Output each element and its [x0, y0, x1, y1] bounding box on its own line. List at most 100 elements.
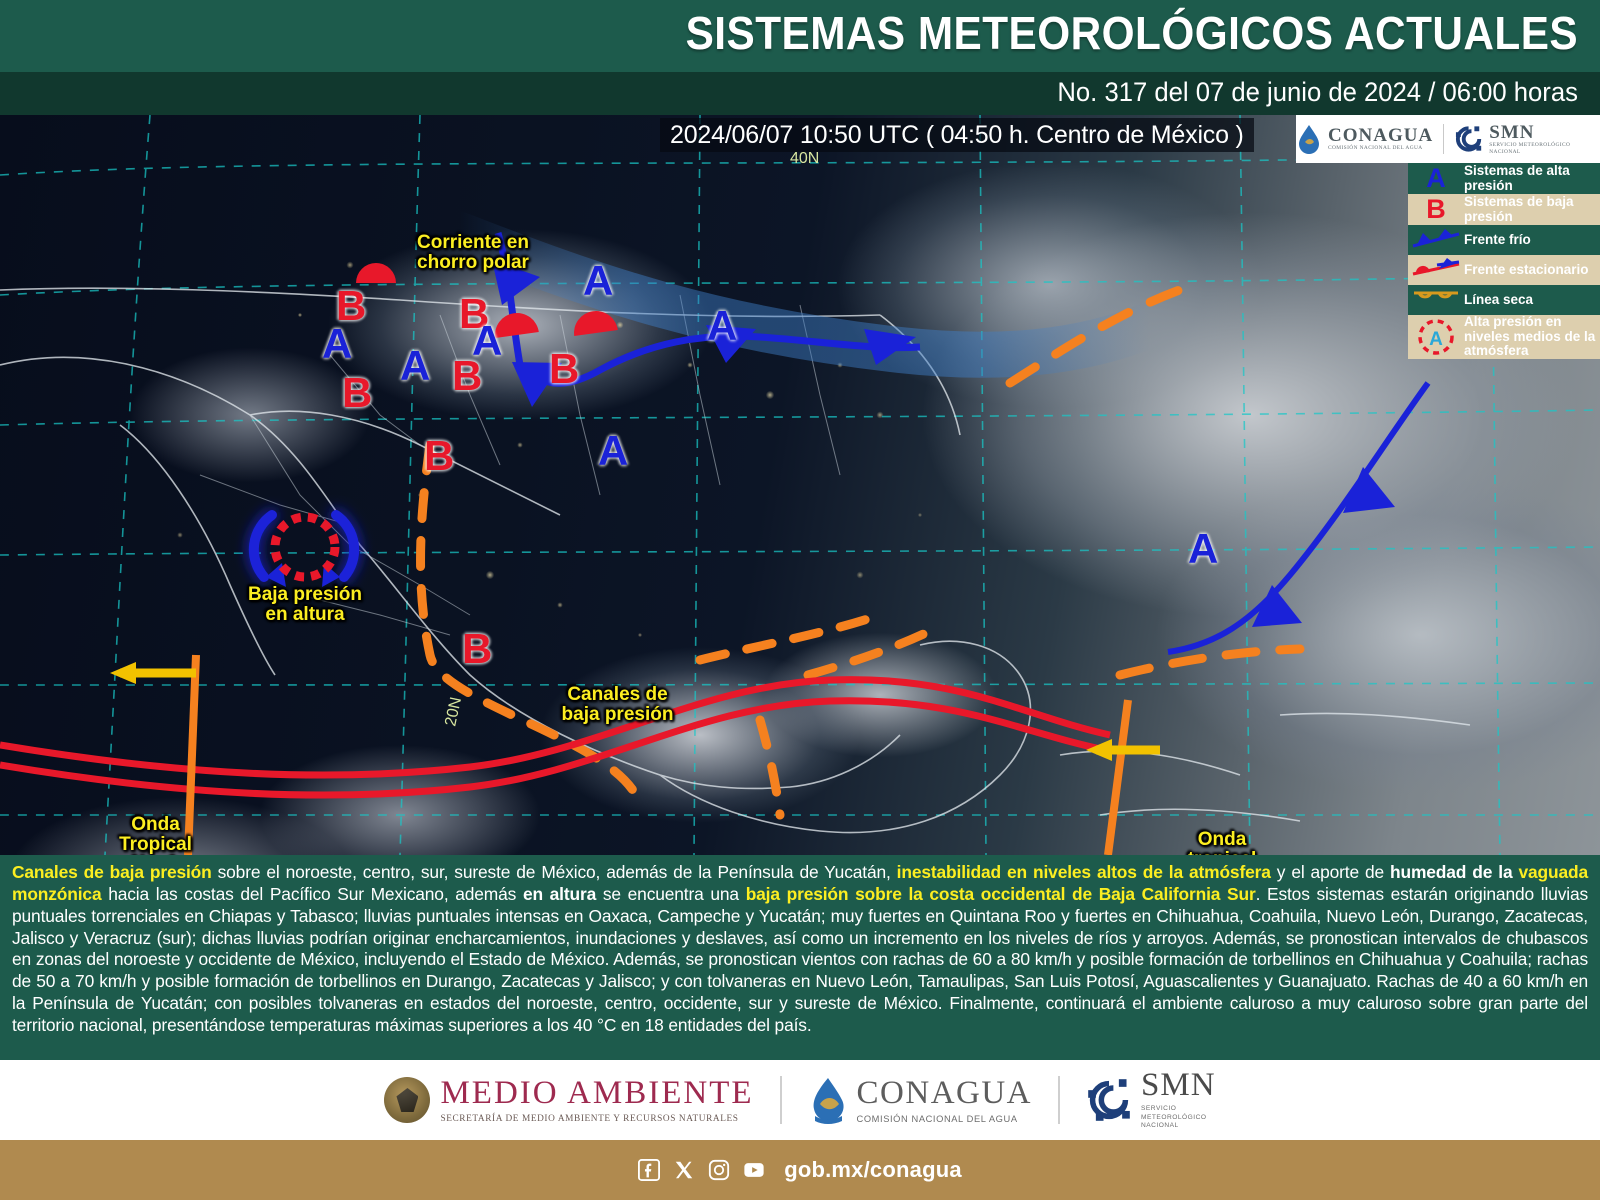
cold-front-barbs [492, 260, 916, 407]
footer-smn-subtitle: SERVICIO METEOROLÓGICO NACIONAL [1141, 1105, 1207, 1130]
high-pressure-marker: A [1188, 525, 1219, 572]
facebook-icon[interactable] [638, 1159, 661, 1181]
map-label-canales-de-baja-presion: Canales de baja presión [561, 684, 674, 725]
map-legend: A Sistemas de alta presión B Sistemas de… [1408, 163, 1600, 359]
legend-item-cold-front[interactable]: Frente frío [1408, 225, 1600, 255]
x-twitter-icon[interactable] [673, 1159, 695, 1181]
youtube-icon[interactable] [743, 1159, 765, 1181]
mexican-coat-of-arms-icon [384, 1077, 431, 1123]
forecast-text: . Estos sistemas estarán originando lluv… [12, 883, 1589, 1035]
forecast-text: sobre el noroeste, centro, sur, sureste … [211, 862, 897, 882]
water-drop-icon [1299, 125, 1319, 154]
forecast-text: se encuentra una [596, 883, 746, 904]
dry-line-symbol [1408, 289, 1464, 311]
atlantic-cold-front [1167, 381, 1431, 655]
tropical-wave-2 [1086, 699, 1160, 855]
low-pressure-marker: B [342, 369, 373, 416]
forecast-bold: en altura [522, 883, 597, 904]
high-pressure-marker: A [707, 302, 738, 349]
forecast-paragraph: Canales de baja presión sobre el noroest… [12, 862, 1588, 1037]
conagua-wordmark: CONAGUA COMISIÓN NACIONAL DEL AGUA [1328, 125, 1434, 152]
forecast-highlight: Canales de baja presión [12, 862, 212, 882]
smn-logo: SMN SERVICIO METEOROLÓGICO NACIONAL [1454, 123, 1600, 156]
footer-conagua-name: CONAGUA [856, 1074, 1033, 1111]
medio-ambiente-logo: MEDIO AMBIENTE SECRETARÍA DE MEDIO AMBIE… [384, 1074, 754, 1124]
dry-line-icon [1414, 291, 1458, 299]
high-pressure-marker: A [598, 427, 629, 474]
cold-front-icon [1412, 229, 1460, 248]
social-bar: gob.mx/conagua [0, 1140, 1600, 1200]
footer-conagua-subtitle: COMISIÓN NACIONAL DEL AGUA [856, 1113, 1018, 1124]
forecast-text-block: Canales de baja presión sobre el noroest… [0, 855, 1600, 1060]
mid-level-high-symbol: A [1408, 316, 1464, 358]
legend-item-high-pressure[interactable]: A Sistemas de alta presión [1408, 163, 1600, 194]
low-pressure-marker: B [424, 432, 455, 479]
coastlines [0, 287, 1471, 834]
upper-level-low-symbol [248, 510, 360, 587]
monsoon-trough [0, 676, 1111, 799]
logo-divider [1443, 124, 1445, 154]
map-label-corriente-chorro-polar: Corriente en chorro polar [417, 232, 529, 273]
low-pressure-marker: B [462, 625, 493, 672]
forecast-highlight: inestabilidad en niveles altos de la atm… [896, 862, 1271, 882]
header-subtitle-bar [0, 72, 1600, 115]
footer-smn-wordmark: SMN SERVICIO METEOROLÓGICO NACIONAL [1141, 1069, 1216, 1131]
forecast-highlight: baja presión sobre la costa occidental d… [745, 883, 1256, 904]
forecast-text: hacia las costas del Pacífico Sur Mexica… [101, 883, 523, 904]
legend-label-low-pressure: Sistemas de baja presión [1464, 193, 1574, 224]
high-pressure-marker: A [472, 317, 503, 364]
tropical-wave-1 [110, 654, 200, 855]
low-pressure-marker: B [452, 352, 483, 399]
footer-conagua-logo: CONAGUA COMISIÓN NACIONAL DEL AGUA [808, 1076, 1033, 1124]
low-pressure-marker: B [549, 345, 580, 392]
map-timestamp-text: 2024/06/07 10:50 UTC ( 04:50 h. Centro d… [670, 120, 1244, 149]
legend-label-cold-front: Frente frío [1464, 231, 1531, 247]
map-overlay-svg: 40N 20N [0, 115, 1600, 855]
stationary-front-symbol [1408, 258, 1464, 282]
legend-item-low-pressure[interactable]: B Sistemas de baja presión [1408, 194, 1600, 225]
map-label-baja-presion-en-altura: Baja presión en altura [247, 584, 363, 625]
low-pressure-symbol: B [1426, 194, 1446, 224]
low-pressure-marker: B [336, 282, 367, 329]
mid-level-high-icon: A [1418, 319, 1454, 355]
instagram-icon[interactable] [708, 1159, 730, 1181]
forecast-highlight: vaguada monzónica [12, 862, 1588, 904]
footer-conagua-wordmark: CONAGUA COMISIÓN NACIONAL DEL AGUA [856, 1074, 1033, 1124]
footer-divider-2 [1058, 1076, 1061, 1124]
high-pressure-marker: A [400, 342, 431, 389]
high-pressure-symbol: A [1426, 163, 1446, 193]
legend-label-dry-line: Línea seca [1464, 291, 1534, 307]
legend-label-high-pressure: Sistemas de alta presión [1464, 162, 1570, 193]
social-url-text[interactable]: gob.mx/conagua [784, 1157, 962, 1182]
svg-text:A: A [1429, 329, 1443, 350]
bulletin-number-date: No. 317 del 07 de junio de 2024 / 06:00 … [1057, 77, 1578, 107]
map-label-onda-tropical: Onda tropical [1188, 829, 1257, 855]
polar-jet-stream [437, 212, 1173, 378]
high-pressure-marker: A [583, 257, 614, 304]
footer-smn-logo: SMN SERVICIO METEOROLÓGICO NACIONAL [1086, 1069, 1216, 1131]
medio-ambiente-name: MEDIO AMBIENTE [440, 1074, 754, 1111]
low-pressure-marker: B [459, 290, 490, 337]
map-timestamp: 2024/06/07 10:50 UTC ( 04:50 h. Centro d… [660, 118, 1254, 152]
latitude-label-40n: 40N [790, 150, 819, 167]
city-lights-overlay [0, 115, 1600, 855]
footer-smn-name: SMN [1141, 1067, 1216, 1104]
medio-ambiente-subtitle: SECRETARÍA DE MEDIO AMBIENTE Y RECURSOS … [440, 1113, 739, 1124]
legend-item-stationary-front[interactable]: Frente estacionario [1408, 255, 1600, 285]
atlantic-dry-line [1005, 278, 1305, 680]
graticule [0, 115, 1600, 855]
cold-front-symbol [1408, 229, 1464, 251]
smn-wordmark: SMN SERVICIO METEOROLÓGICO NACIONAL [1489, 121, 1571, 155]
map-logo-strip: CONAGUA COMISIÓN NACIONAL DEL AGUA SMN S… [1296, 115, 1600, 163]
legend-item-dry-line[interactable]: Línea seca [1408, 285, 1600, 315]
forecast-bold: humedad de la [1390, 862, 1519, 882]
legend-label-stationary-front: Frente estacionario [1464, 261, 1589, 277]
latitude-label-20n: 20N [442, 696, 465, 728]
conagua-eagle-water-icon [813, 1078, 844, 1124]
stationary-front-icon [1412, 258, 1460, 276]
stationary-front-markers [356, 263, 618, 339]
conagua-logo: CONAGUA COMISIÓN NACIONAL DEL AGUA [1296, 124, 1433, 154]
legend-item-mid-level-high[interactable]: A Alta presión en niveles medios de la a… [1408, 314, 1600, 359]
